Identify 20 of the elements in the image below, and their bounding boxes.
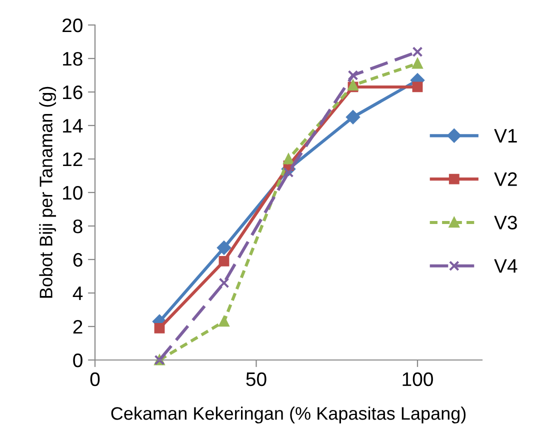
- y-tick-label: 2: [73, 320, 82, 334]
- y-tick-label: 12: [63, 152, 82, 166]
- x-axis-title: Cekaman Kekeringan (% Kapasitas Lapang): [111, 406, 466, 424]
- x-tick-label: 0: [90, 372, 100, 386]
- x-tick-label: 50: [246, 372, 266, 386]
- legend-label: V3: [494, 216, 517, 230]
- x-tick-label: 100: [402, 372, 433, 386]
- legend-label: V2: [494, 172, 517, 186]
- y-tick-label: 0: [73, 353, 82, 368]
- y-axis-title: Bobot Biji per Tanaman (g): [39, 86, 56, 298]
- y-tick-label: 16: [63, 85, 82, 100]
- y-tick-label: 8: [73, 219, 82, 234]
- y-tick-label: 4: [72, 286, 83, 300]
- legend-label: V4: [494, 259, 518, 273]
- y-tick-label: 10: [63, 186, 82, 200]
- y-tick-label: 20: [62, 18, 82, 32]
- legend-label: V1: [494, 129, 517, 142]
- y-tick-label: 14: [63, 119, 83, 133]
- y-tick-label: 18: [63, 52, 82, 66]
- y-tick-label: 6: [73, 252, 82, 267]
